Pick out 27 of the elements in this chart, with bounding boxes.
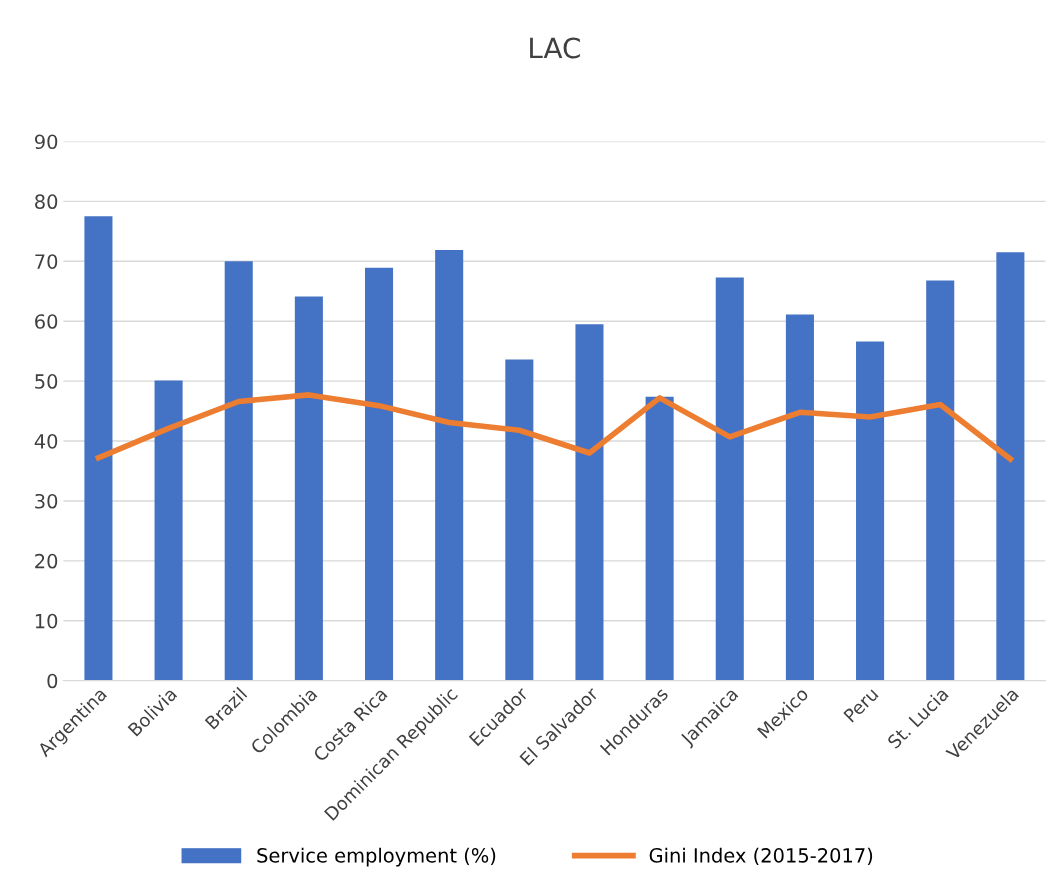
legend-label: Gini Index (2015-2017): [649, 847, 873, 866]
y-tick-label: 10: [35, 613, 58, 629]
bar: [224, 261, 253, 681]
bar: [154, 380, 183, 681]
y-tick-label: 40: [34, 433, 58, 449]
bar: [505, 359, 534, 681]
bar: [645, 396, 674, 681]
bar: [856, 341, 885, 681]
bar: [715, 277, 744, 681]
bar: [785, 314, 814, 681]
bar: [575, 324, 604, 681]
y-tick-label: 60: [35, 314, 58, 329]
bar: [926, 280, 955, 681]
chart-title: LAC: [530, 37, 580, 59]
bar: [996, 252, 1025, 681]
y-tick-label: 30: [35, 493, 58, 509]
y-tick-label: 70: [35, 254, 58, 269]
y-tick-label: 0: [47, 673, 58, 689]
y-tick-label: 80: [35, 194, 58, 210]
y-tick-label: 50: [35, 374, 58, 389]
bar: [294, 296, 323, 681]
y-tick-label: 20: [35, 553, 58, 569]
bar: [84, 216, 113, 681]
bar: [435, 249, 464, 681]
bar: [365, 267, 394, 681]
y-tick-label: 90: [34, 134, 58, 150]
legend-label: Service employment (%): [257, 847, 496, 867]
